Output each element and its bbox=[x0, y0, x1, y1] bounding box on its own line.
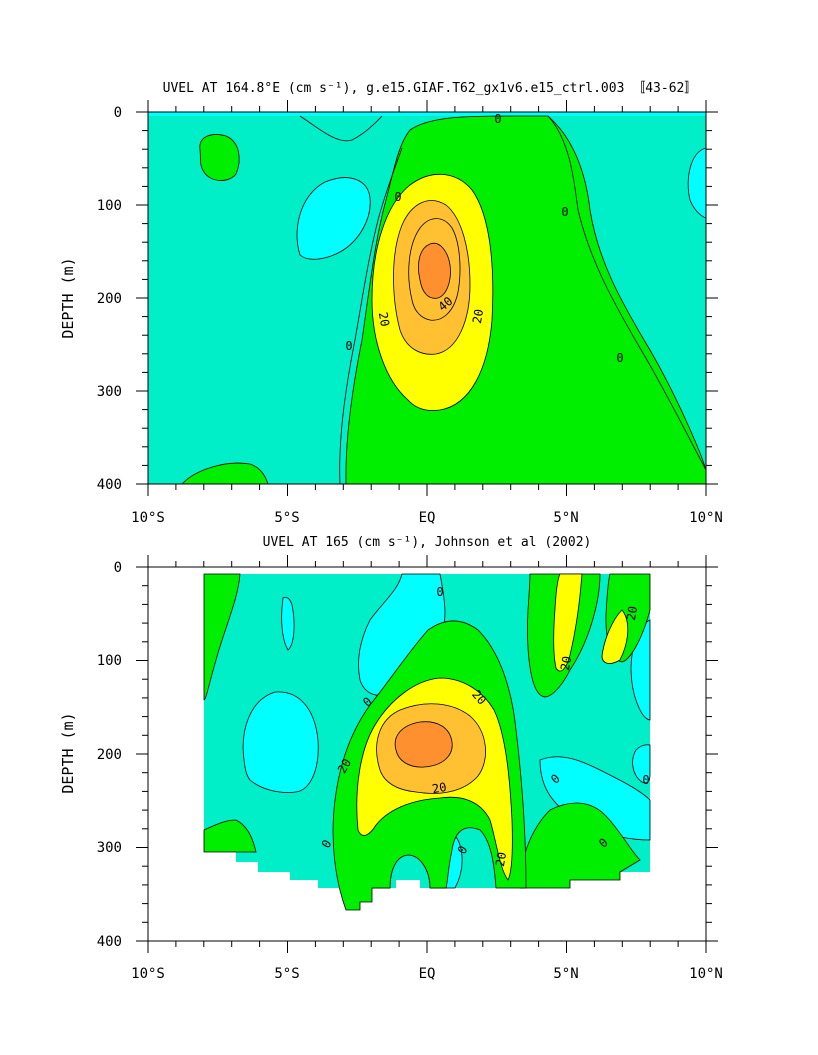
x-tick-label: 10°N bbox=[689, 510, 723, 526]
x-tick-label: 5°S bbox=[274, 510, 299, 526]
panel-model-ticks bbox=[136, 100, 718, 496]
y-tick-label: 200 bbox=[97, 291, 122, 307]
contour-label: 0 bbox=[436, 585, 443, 599]
contour-label: 0 bbox=[616, 351, 623, 365]
band-20-30 bbox=[553, 573, 583, 672]
contour-label: 0 bbox=[494, 112, 501, 126]
x-tick-label: EQ bbox=[419, 510, 436, 526]
zero-contour bbox=[547, 115, 707, 471]
contour-label: 20 bbox=[493, 851, 509, 868]
band-10-20 bbox=[199, 134, 240, 181]
contour-label: 0 bbox=[642, 773, 649, 787]
x-tick-label: 5°S bbox=[274, 966, 299, 982]
x-tick-label: 5°N bbox=[553, 966, 578, 982]
contour-label: 0 bbox=[345, 339, 352, 353]
negative-region bbox=[242, 691, 319, 793]
contour-label: 20 bbox=[376, 311, 392, 328]
panel-observed-x-tick-labels: 10°S 5°S EQ 5°N 10°N bbox=[131, 966, 723, 982]
panel-model-title: UVEL AT 164.8°E (cm s⁻¹), g.e15.GIAF.T62… bbox=[163, 81, 698, 96]
zero-contour bbox=[299, 115, 383, 142]
panel-observed-title: UVEL AT 165 (cm s⁻¹), Johnson et al (200… bbox=[263, 535, 592, 550]
band-10-20 bbox=[181, 462, 269, 485]
panel-observed-y-tick-labels: 0 100 200 300 400 bbox=[97, 560, 122, 950]
x-tick-label: 10°S bbox=[131, 510, 165, 526]
y-tick-label: 300 bbox=[97, 384, 122, 400]
band-10-20 bbox=[203, 819, 257, 853]
negative-region bbox=[296, 177, 371, 260]
zero-contour bbox=[339, 147, 403, 485]
negative-region bbox=[687, 147, 707, 219]
y-tick-label: 100 bbox=[97, 653, 122, 669]
band-20-30 bbox=[601, 609, 629, 664]
panel-model-x-tick-labels: 10°S 5°S EQ 5°N 10°N bbox=[131, 510, 723, 526]
contour-label: 0 bbox=[561, 205, 568, 219]
panel-observed-ticks bbox=[136, 555, 718, 953]
band-10-20 bbox=[519, 802, 641, 889]
band-40-plus bbox=[394, 721, 453, 768]
x-tick-label: 10°S bbox=[131, 966, 165, 982]
y-tick-label: 200 bbox=[97, 747, 122, 763]
panel-model-plot: 0 0 0 0 0 20 40 20 bbox=[148, 112, 707, 485]
y-tick-label: 0 bbox=[114, 105, 122, 121]
x-tick-label: EQ bbox=[419, 966, 436, 982]
negative-region bbox=[632, 744, 651, 784]
panel-model: UVEL AT 164.8°E (cm s⁻¹), g.e15.GIAF.T62… bbox=[59, 81, 723, 526]
panel-model-y-axis-label: DEPTH (m) bbox=[59, 257, 77, 338]
contour-label: 20 bbox=[624, 605, 640, 622]
contour-label: 20 bbox=[558, 655, 574, 672]
y-tick-label: 300 bbox=[97, 840, 122, 856]
band-core bbox=[418, 242, 451, 299]
y-tick-label: 0 bbox=[114, 560, 122, 576]
x-tick-label: 5°N bbox=[553, 510, 578, 526]
panel-observed-plot: 0 20 20 0 20 20 20 0 0 20 0 0 0 bbox=[203, 573, 651, 911]
contour-label: 20 bbox=[431, 780, 448, 796]
contour-label: 0 bbox=[394, 190, 401, 204]
x-tick-label: 10°N bbox=[689, 966, 723, 982]
band-10-20 bbox=[203, 573, 241, 701]
negative-region bbox=[281, 596, 295, 651]
y-tick-label: 100 bbox=[97, 198, 122, 214]
panel-observed: UVEL AT 165 (cm s⁻¹), Johnson et al (200… bbox=[59, 535, 723, 982]
y-tick-label: 400 bbox=[97, 477, 122, 493]
y-tick-label: 400 bbox=[97, 934, 122, 950]
panel-model-y-tick-labels: 0 100 200 300 400 bbox=[97, 105, 122, 493]
panel-observed-y-axis-label: DEPTH (m) bbox=[59, 712, 77, 793]
no-data-strip bbox=[148, 112, 706, 116]
contour-label: 20 bbox=[470, 308, 486, 325]
contour-label: 20 bbox=[335, 756, 354, 776]
